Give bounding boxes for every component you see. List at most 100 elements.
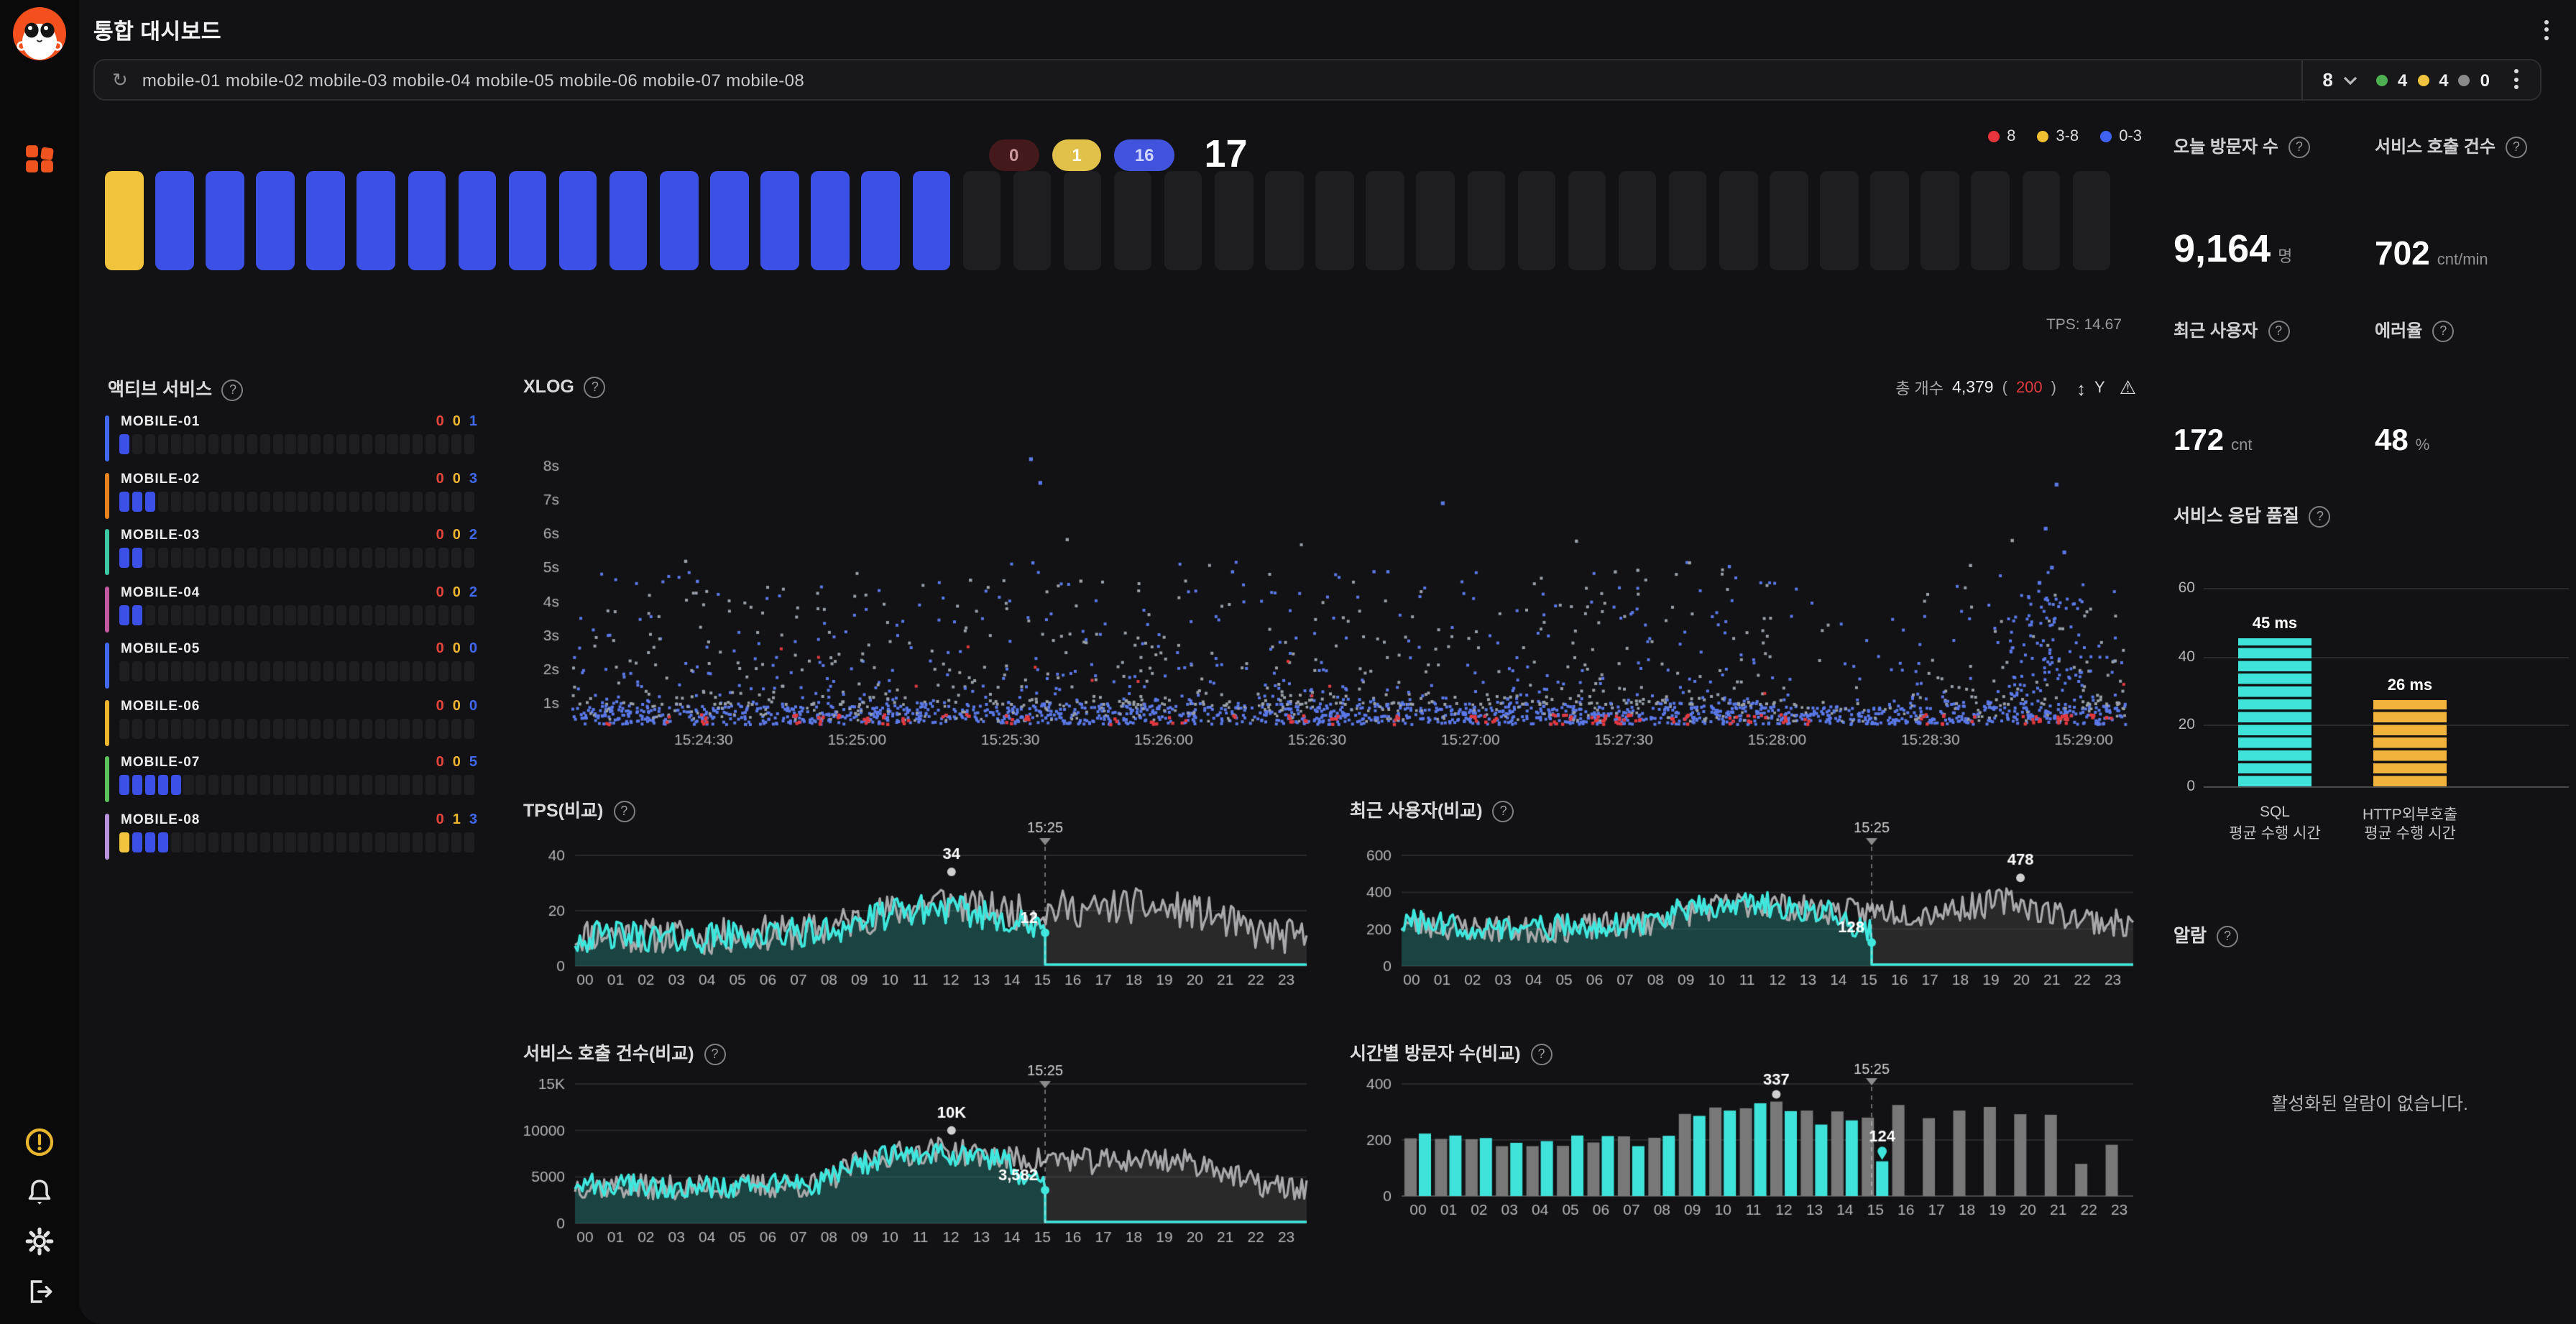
block-cell-empty[interactable]	[1366, 171, 1404, 270]
block-cell-empty[interactable]	[1315, 171, 1354, 270]
activity-cell-empty	[336, 434, 347, 454]
notifications-bell-icon[interactable]	[24, 1177, 55, 1208]
activity-cell-empty	[374, 604, 385, 625]
activity-cell-empty	[298, 434, 308, 454]
block-cell-normal[interactable]	[356, 171, 395, 270]
help-icon[interactable]: ?	[2432, 321, 2455, 342]
service-row-mobile-01[interactable]: MOBILE-01 0 0 1	[105, 414, 482, 466]
activity-cell-empty	[157, 548, 168, 568]
warning-status-icon[interactable]	[24, 1127, 55, 1157]
block-cell-normal[interactable]	[206, 171, 244, 270]
xlog-scatter-chart[interactable]	[518, 421, 2139, 766]
block-cell-normal[interactable]	[710, 171, 749, 270]
status-pill-critical[interactable]: 0	[989, 139, 1039, 170]
block-cell-empty[interactable]	[1517, 171, 1556, 270]
block-cell-empty[interactable]	[1467, 171, 1506, 270]
service-row-mobile-05[interactable]: MOBILE-05 0 0 0	[105, 641, 482, 693]
agent-summary-segment[interactable]: 8 4 4 0	[2301, 60, 2540, 99]
block-cell-empty[interactable]	[2072, 171, 2111, 270]
status-pill-normal[interactable]: 16	[1114, 139, 1174, 170]
quality-bar-chart[interactable]: 60 40 20 0 45 ms SQL 평균 수행 시간 26 ms HTTP외부호출 평균 수…	[2163, 568, 2576, 855]
status-pill-warning[interactable]: 1	[1052, 139, 1102, 170]
logout-icon[interactable]	[24, 1277, 55, 1307]
refresh-icon[interactable]: ↻	[112, 68, 128, 90]
block-cell-empty[interactable]	[1568, 171, 1606, 270]
chevron-down-icon[interactable]	[2343, 75, 2358, 84]
filter-more-menu-button[interactable]	[2506, 65, 2526, 94]
warning-filter-icon[interactable]: ⚠	[2119, 377, 2136, 398]
block-cell-empty[interactable]	[962, 171, 1001, 270]
help-icon[interactable]: ?	[2268, 321, 2290, 342]
block-cell-empty[interactable]	[1971, 171, 2010, 270]
activity-cell-empty	[157, 604, 168, 625]
block-cell-empty[interactable]	[1870, 171, 1909, 270]
block-cell-normal[interactable]	[912, 171, 950, 270]
service-row-mobile-02[interactable]: MOBILE-02 0 0 3	[105, 471, 482, 523]
block-cell-normal[interactable]	[861, 171, 900, 270]
block-cell-empty[interactable]	[2022, 171, 2061, 270]
block-cell-empty[interactable]	[1820, 171, 1859, 270]
y-axis-scale-icon[interactable]: ↕	[2076, 377, 2086, 399]
activity-cell-filled	[132, 832, 143, 852]
block-cell-empty[interactable]	[1164, 171, 1202, 270]
block-cell-normal[interactable]	[508, 171, 547, 270]
block-cell-normal[interactable]	[408, 171, 446, 270]
block-cell-empty[interactable]	[1113, 171, 1152, 270]
service-activity-cells	[119, 718, 474, 738]
block-cell-empty[interactable]	[1416, 171, 1455, 270]
block-cell-normal[interactable]	[458, 171, 497, 270]
block-cell-empty[interactable]	[1668, 171, 1707, 270]
block-cell-normal[interactable]	[760, 171, 799, 270]
block-cell-empty[interactable]	[1719, 171, 1757, 270]
activity-cell-empty	[247, 548, 257, 568]
service-row-mobile-04[interactable]: MOBILE-04 0 0 2	[105, 584, 482, 636]
server-filter-bar[interactable]: ↻ mobile-01 mobile-02 mobile-03 mobile-0…	[93, 59, 2542, 101]
block-cell-normal[interactable]	[660, 171, 699, 270]
block-cell-empty[interactable]	[1770, 171, 1808, 270]
activity-cell-empty	[451, 604, 461, 625]
settings-gear-icon[interactable]	[24, 1226, 55, 1256]
service-accent-bar	[105, 699, 109, 745]
activity-cell-empty	[438, 832, 449, 852]
calls-compare-chart[interactable]	[518, 1058, 1330, 1274]
help-icon[interactable]: ?	[2217, 926, 2239, 947]
block-cell-normal[interactable]	[155, 171, 194, 270]
activity-cell-empty	[438, 775, 449, 795]
block-cell-empty[interactable]	[1618, 171, 1657, 270]
service-row-mobile-06[interactable]: MOBILE-06 0 0 0	[105, 698, 482, 750]
help-icon[interactable]: ?	[2505, 137, 2527, 158]
activity-cell-empty	[234, 661, 245, 681]
service-row-mobile-08[interactable]: MOBILE-08 0 1 3	[105, 812, 482, 863]
quality-bar-sql[interactable]	[2238, 638, 2312, 786]
quality-bar-http[interactable]	[2373, 700, 2447, 786]
activity-cell-empty	[426, 434, 436, 454]
block-cell-warning[interactable]	[105, 171, 143, 270]
block-cell-normal[interactable]	[558, 171, 597, 270]
block-cell-normal[interactable]	[256, 171, 295, 270]
block-cell-empty[interactable]	[1063, 171, 1102, 270]
activity-cell-empty	[464, 775, 474, 795]
block-cell-normal[interactable]	[306, 171, 345, 270]
help-icon[interactable]: ?	[2309, 506, 2331, 528]
activity-cell-empty	[196, 832, 206, 852]
service-accent-bar	[105, 756, 109, 802]
activity-cell-empty	[272, 604, 283, 625]
activity-cell-empty	[426, 491, 436, 511]
help-icon[interactable]: ?	[2288, 137, 2310, 158]
block-cell-normal[interactable]	[609, 171, 648, 270]
dashboard-nav-icon[interactable]	[24, 144, 55, 174]
block-cell-empty[interactable]	[1920, 171, 1959, 270]
users-compare-chart[interactable]	[1344, 815, 2156, 1016]
block-cell-empty[interactable]	[1215, 171, 1254, 270]
tps-compare-chart[interactable]	[518, 815, 1330, 1016]
block-cell-normal[interactable]	[811, 171, 850, 270]
service-row-mobile-03[interactable]: MOBILE-03 0 0 2	[105, 528, 482, 579]
whatap-logo[interactable]	[13, 7, 66, 68]
help-icon[interactable]: ?	[584, 377, 606, 398]
page-more-menu-button[interactable]	[2536, 16, 2556, 45]
service-row-mobile-07[interactable]: MOBILE-07 0 0 5	[105, 755, 482, 806]
block-cell-empty[interactable]	[1265, 171, 1304, 270]
block-cell-empty[interactable]	[1013, 171, 1052, 270]
visitors-compare-chart[interactable]	[1344, 1058, 2156, 1274]
help-icon[interactable]: ?	[221, 380, 244, 401]
